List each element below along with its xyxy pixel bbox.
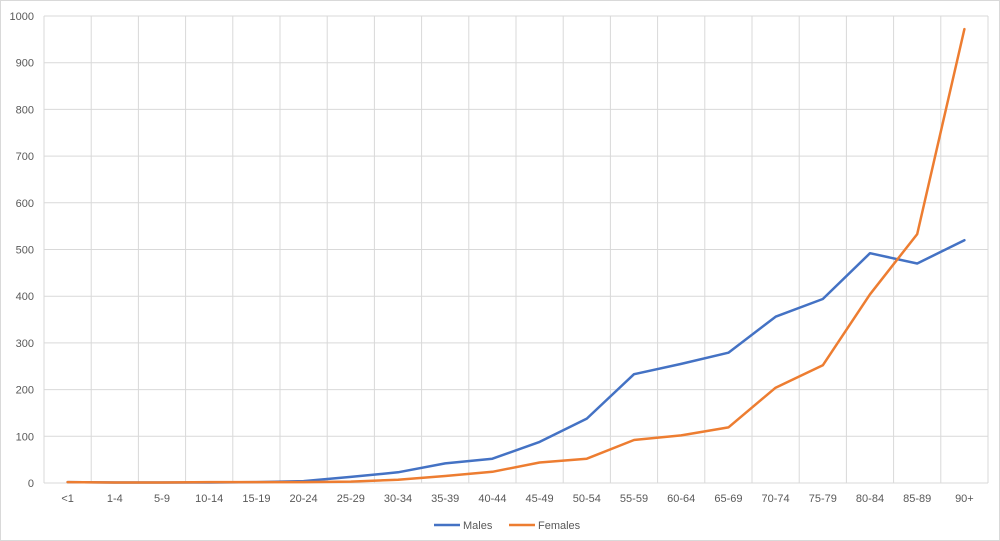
x-tick-label: 15-19: [242, 493, 270, 505]
x-tick-label: 1-4: [107, 493, 123, 505]
gridlines: [43, 15, 989, 484]
y-axis-ticks: 0 100 200 300 400 500 600 700 800 900 1000: [10, 11, 34, 490]
legend-label: Males: [463, 520, 493, 532]
x-tick-label: 30-34: [384, 493, 412, 505]
y-tick-label: 200: [16, 385, 34, 397]
y-tick-label: 300: [16, 338, 34, 350]
y-tick-label: 800: [16, 104, 34, 116]
x-tick-label: 25-29: [337, 493, 365, 505]
y-tick-label: 400: [16, 291, 34, 303]
x-tick-label: 90+: [955, 493, 974, 505]
x-tick-label: 65-69: [714, 493, 742, 505]
legend-label: Females: [538, 520, 581, 532]
x-tick-label: 5-9: [154, 493, 170, 505]
x-tick-label: 85-89: [903, 493, 931, 505]
x-tick-label: 10-14: [195, 493, 223, 505]
y-tick-label: 100: [16, 431, 34, 443]
series-line-females: [66, 27, 966, 484]
x-axis-ticks: <1 1-4 5-9 10-14 15-19 20-24 25-29 30-34 35-39 40…: [61, 493, 973, 505]
series-lines: [66, 27, 966, 484]
x-tick-label: 70-74: [762, 493, 790, 505]
legend: Males Females: [434, 520, 581, 532]
y-tick-label: 600: [16, 198, 34, 210]
x-tick-label: <1: [61, 493, 74, 505]
x-tick-label: 75-79: [809, 493, 837, 505]
y-tick-label: 1000: [10, 11, 34, 23]
x-tick-label: 50-54: [573, 493, 601, 505]
y-tick-label: 900: [16, 58, 34, 70]
x-tick-label: 80-84: [856, 493, 884, 505]
x-tick-label: 55-59: [620, 493, 648, 505]
y-tick-label: 700: [16, 151, 34, 163]
x-tick-label: 20-24: [290, 493, 318, 505]
x-tick-label: 45-49: [526, 493, 554, 505]
y-tick-label: 0: [28, 478, 34, 490]
x-tick-label: 40-44: [478, 493, 506, 505]
y-tick-label: 500: [16, 245, 34, 257]
x-tick-label: 35-39: [431, 493, 459, 505]
x-tick-label: 60-64: [667, 493, 695, 505]
